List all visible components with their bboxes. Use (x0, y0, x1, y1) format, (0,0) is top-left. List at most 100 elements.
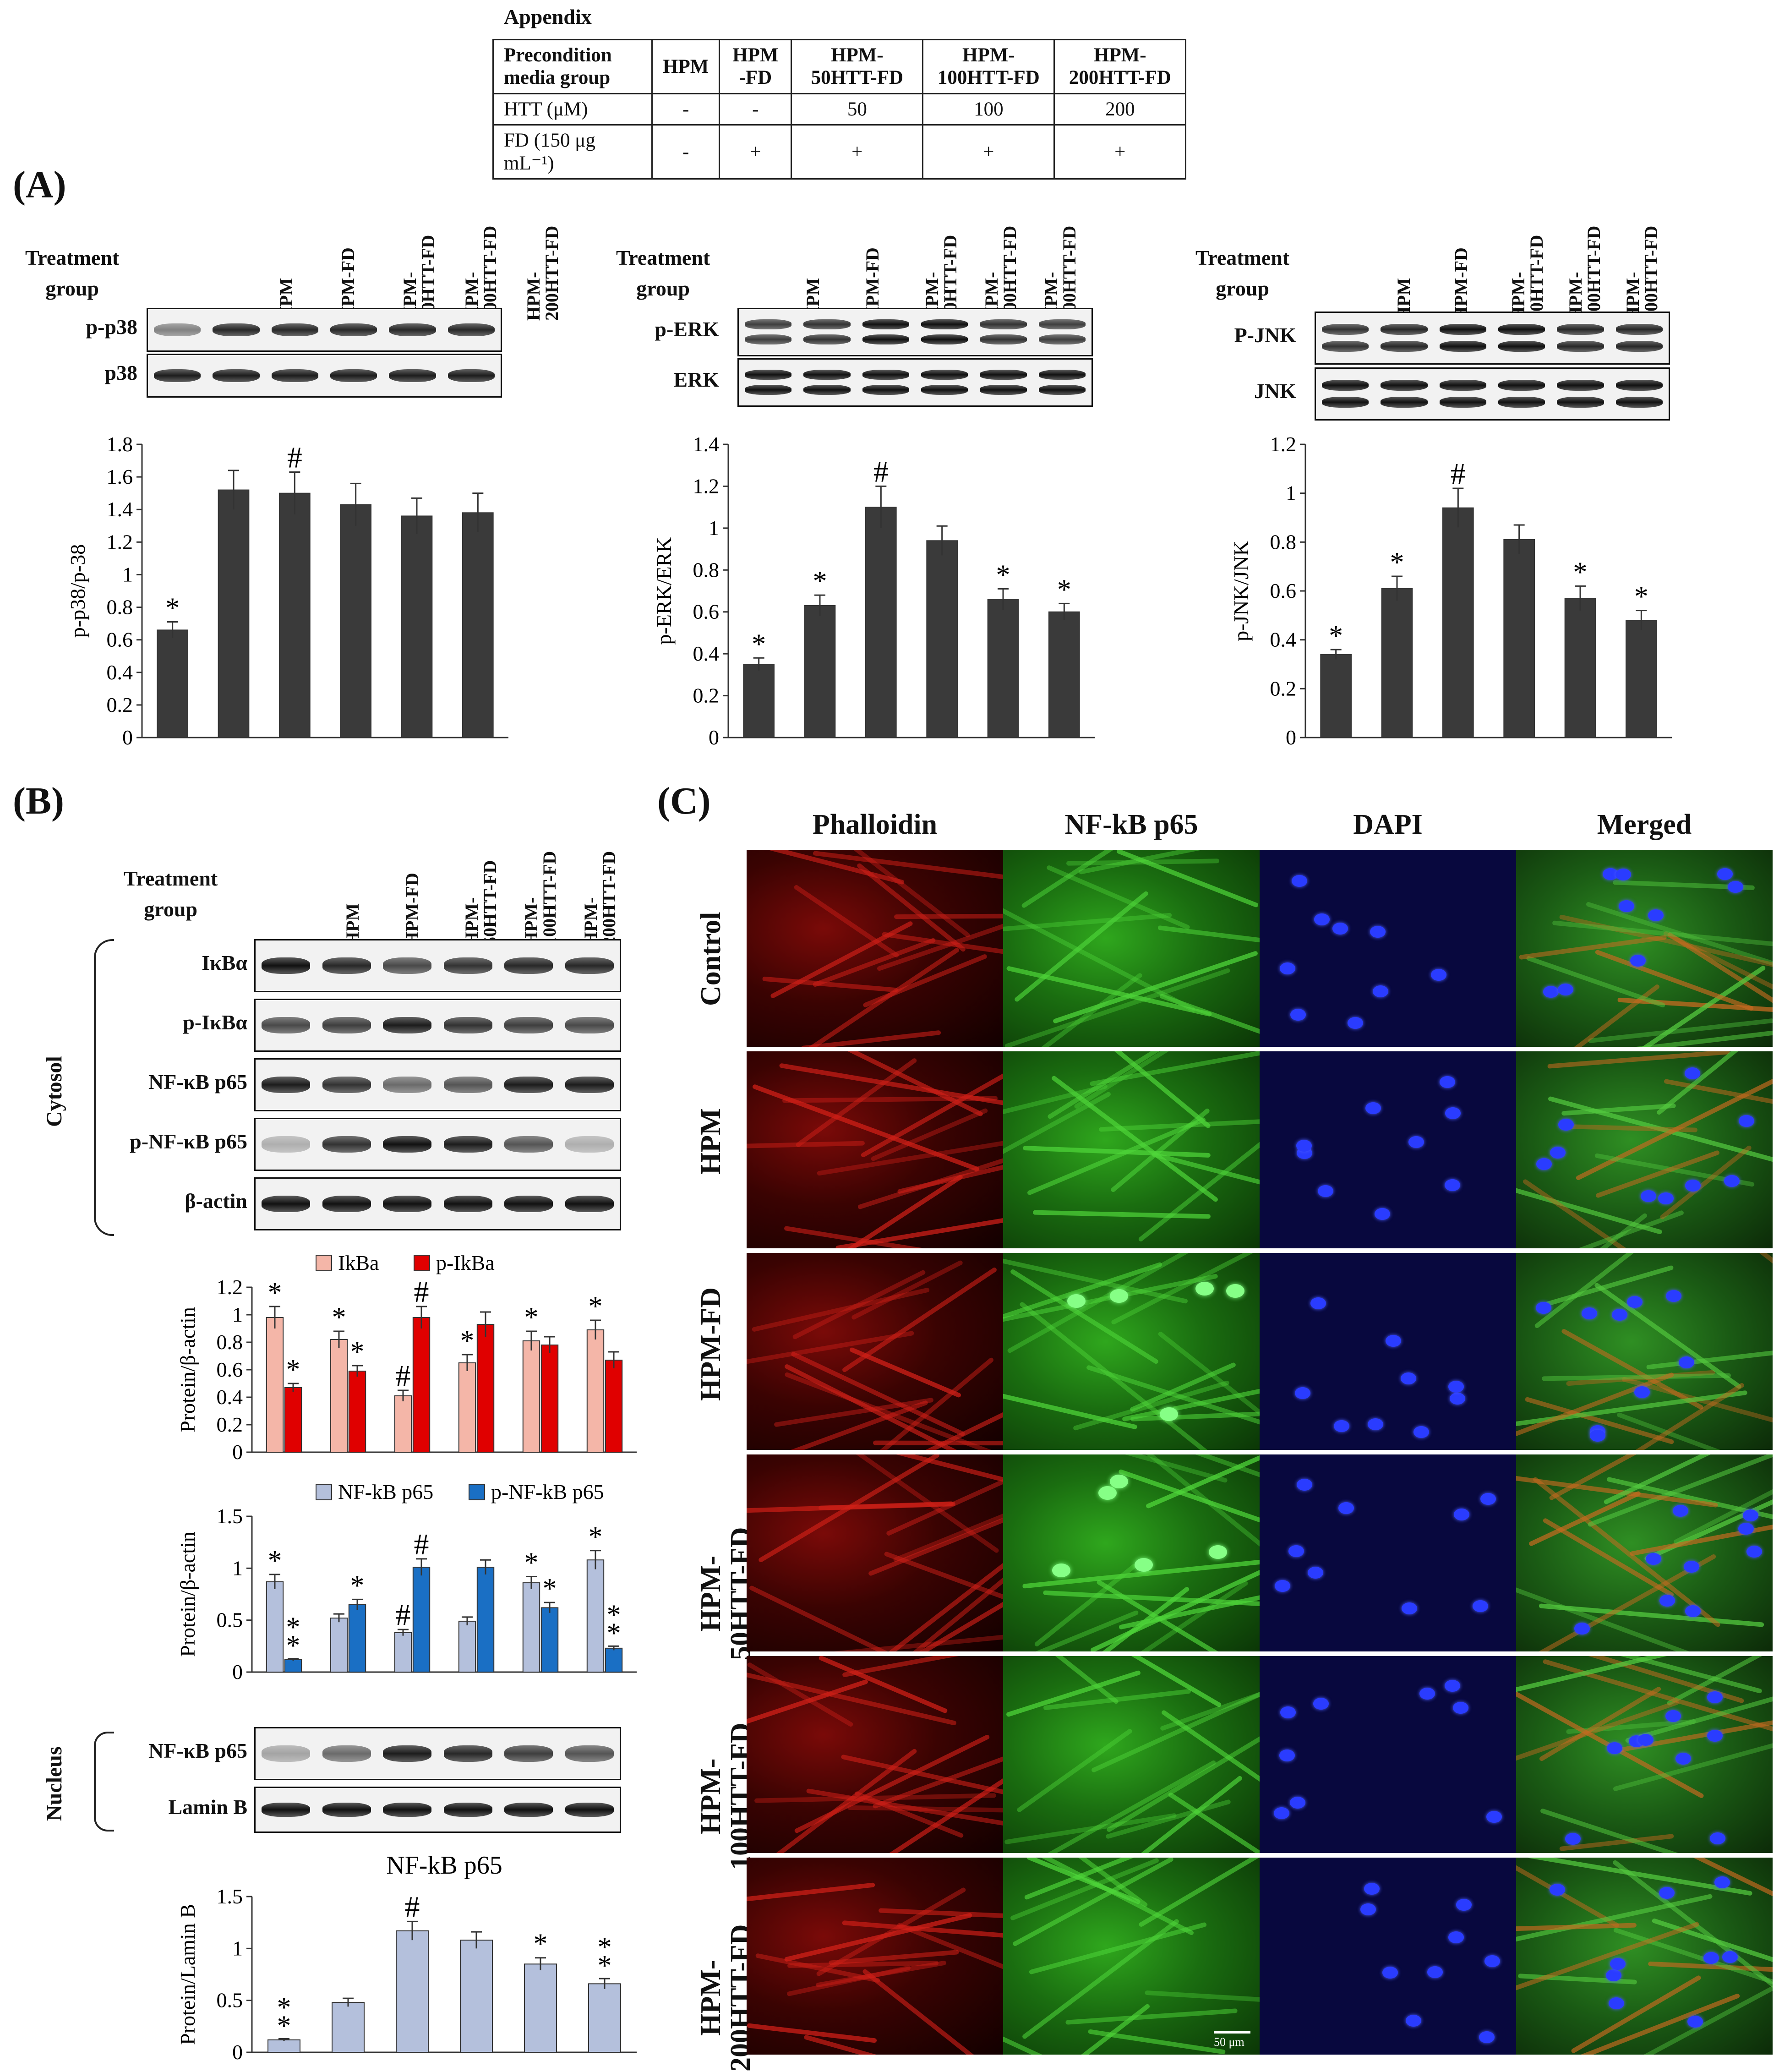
microscopy-column-header: Merged (1597, 809, 1692, 840)
blot-band (1321, 380, 1369, 391)
y-tick-label: 0.8 (693, 558, 720, 581)
lane-label-line: 50HTT-FD (480, 860, 500, 946)
significance-mark: * (267, 1545, 282, 1576)
y-tick-label: 0.6 (693, 600, 720, 623)
blot-band (1038, 385, 1086, 395)
nucleus-shape (1630, 955, 1646, 967)
blot-band (803, 385, 851, 395)
blot-band (262, 1803, 311, 1817)
microscopy-row-label-line: HPM- (695, 1758, 726, 1834)
significance-mark: * (588, 1291, 602, 1322)
blot-label: Lamin B (168, 1795, 247, 1819)
nucleus-shape (1590, 1429, 1606, 1442)
lane-label-line: 200HTT-FD (1641, 225, 1661, 321)
bar (1564, 598, 1596, 738)
fiber-shape (1547, 1051, 1730, 1069)
lane-label: HPM- 100HTT-FD (521, 851, 560, 946)
lane-label-line: HPM-FD (402, 873, 422, 946)
microscopy-tile (1516, 1656, 1773, 1853)
bar (1442, 507, 1474, 738)
nucleus-shape (1382, 1967, 1398, 1979)
nuclear-p65-shape (1195, 1282, 1214, 1296)
y-tick-label: 1.8 (107, 432, 133, 456)
nucleus-shape (1724, 1175, 1740, 1187)
bar (476, 1324, 495, 1453)
significance-mark: * (524, 1302, 538, 1333)
blot-band (921, 319, 968, 329)
y-tick-label: 1.2 (693, 474, 720, 497)
nucleus-shape (1714, 1876, 1730, 1888)
lane-label: HPM- 100HTT-FD (461, 226, 500, 321)
blot-label: NF-κB p65 (148, 1739, 247, 1762)
table-header-cell: HPM- 100HTT-FD (922, 39, 1055, 94)
table-cell: - (719, 93, 792, 126)
blot-band (980, 319, 1027, 329)
bar (458, 1620, 476, 1673)
microscopy-tile (747, 1051, 1003, 1248)
y-tick-label: 1.5 (217, 1885, 243, 1908)
microscopy-tile (747, 1858, 1003, 2055)
significance-mark: # (287, 441, 302, 474)
y-tick-label: 0.6 (1270, 579, 1297, 602)
blot-band (330, 323, 377, 337)
nucleus-shape (1473, 1600, 1489, 1613)
nucleus-shape (1746, 1545, 1762, 1558)
nucleus-shape (1703, 1952, 1719, 1964)
significance-mark: * (165, 593, 180, 624)
nucleus-shape (1364, 1883, 1380, 1895)
bar (284, 1387, 302, 1453)
microscopy-tile (1003, 1253, 1260, 1450)
blot-band (383, 1745, 432, 1762)
bar (522, 1340, 540, 1453)
blot-label: p-ERK (655, 317, 719, 341)
blot-band (1381, 380, 1428, 391)
bar (267, 2039, 300, 2053)
nucleus-shape (1332, 923, 1348, 935)
microscopy-tile (747, 1454, 1003, 1651)
treatment-group-label-line: Treatment (124, 867, 218, 890)
nucleus-shape (1445, 1179, 1461, 1192)
blot-band (383, 1136, 432, 1153)
nucleus-shape (1637, 1733, 1654, 1746)
fiber-shape (1010, 1858, 1160, 1921)
y-tick-label: 0 (709, 726, 719, 749)
lane-label: HPM-FD (1451, 247, 1471, 321)
lane-label: HPM- 100HTT-FD (1565, 225, 1604, 321)
blot-band (383, 957, 432, 974)
lane-label-line: 200HTT-FD (541, 225, 562, 321)
legend-swatch (316, 1255, 332, 1271)
blot-band (262, 957, 311, 974)
nucleus-shape (1550, 1883, 1566, 1896)
fiber-shape (1065, 2008, 1238, 2025)
blot-label: p-IκBα (183, 1011, 247, 1034)
y-tick-label: 0.2 (1270, 677, 1297, 700)
nucleus-shape (1685, 1605, 1701, 1617)
microscopy-tile (1260, 1858, 1516, 2055)
bar (412, 1567, 431, 1673)
fiber-shape (873, 1440, 1003, 1446)
blot-band (1557, 340, 1604, 352)
nucleus-shape (1307, 1567, 1323, 1579)
blot-band (921, 334, 968, 344)
nuclear-p65-shape (1109, 1474, 1128, 1488)
y-tick-label: 0.2 (217, 1413, 243, 1436)
blot-band (213, 323, 260, 337)
significance-mark: # (405, 1890, 420, 1924)
legend-label: NF-kB p65 (338, 1480, 433, 1503)
table-header-row: Precondition media group HPM HPM -FD HPM… (492, 39, 1187, 94)
blot-band (389, 369, 436, 383)
microscopy-tile (1003, 850, 1260, 1047)
bar (1381, 588, 1413, 738)
fiber-shape (1010, 1268, 1159, 1365)
lane-label-line: 100HTT-FD (1583, 225, 1604, 321)
fiber-shape (1004, 1813, 1177, 1845)
blot-band (330, 369, 377, 383)
bar (743, 664, 775, 738)
bar (1048, 611, 1080, 738)
microscopy-row-label-line: Control (695, 912, 726, 1006)
nucleus-shape (1658, 1192, 1674, 1204)
y-tick-label: 0 (232, 1660, 243, 1684)
fiber-shape (1089, 1051, 1260, 1087)
blot-band (1038, 319, 1086, 329)
